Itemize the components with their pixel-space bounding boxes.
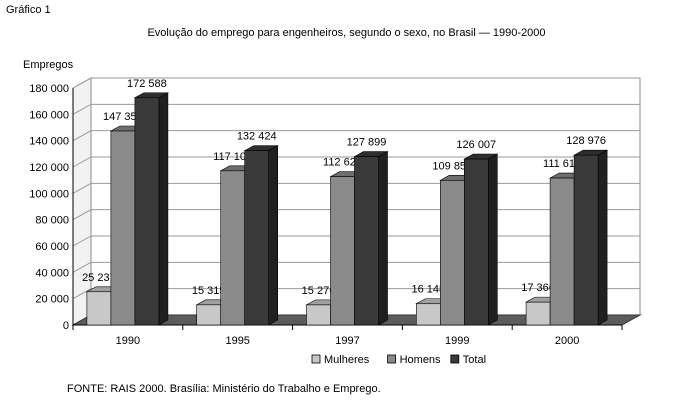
legend-label: Total <box>463 354 486 366</box>
data-label: 128 976 <box>566 135 606 147</box>
data-label: 25 237 <box>82 272 116 284</box>
y-tick-label: 80 000 <box>35 215 69 227</box>
data-label: 147 351 <box>103 111 143 123</box>
data-label: 111 610 <box>543 158 581 170</box>
x-tick-label: 1997 <box>335 335 359 347</box>
data-label: 127 899 <box>347 137 387 149</box>
x-tick-label: 1995 <box>225 335 249 347</box>
bar-side <box>378 151 388 326</box>
data-label: 17 366 <box>521 282 555 294</box>
legend-label: Mulheres <box>324 354 370 366</box>
bar-side <box>268 145 279 326</box>
bar <box>86 291 112 326</box>
gridline <box>72 103 640 115</box>
y-tick-label: 120 000 <box>29 162 69 174</box>
bar <box>244 150 269 326</box>
chart-title: Evolução do emprego para engenheiros, se… <box>147 27 546 39</box>
y-tick-label: 0 <box>63 320 69 332</box>
legend-swatch <box>387 354 397 364</box>
data-label: 15 315 <box>192 285 226 297</box>
bar-side <box>487 153 498 326</box>
x-tick-label: 2000 <box>555 335 579 347</box>
bar <box>463 158 489 326</box>
y-tick-label: 60 000 <box>35 241 69 253</box>
gridline <box>72 156 640 168</box>
bar <box>354 156 379 326</box>
bar <box>306 304 331 326</box>
bar-side <box>597 149 608 326</box>
data-label: 132 424 <box>237 131 277 143</box>
data-label: 16 148 <box>411 284 445 296</box>
data-label: 117 109 <box>213 151 252 163</box>
bar <box>549 177 575 326</box>
side-wall <box>72 77 92 326</box>
bar-side <box>158 92 169 326</box>
bar <box>415 303 441 326</box>
legend-label: Homens <box>400 354 441 366</box>
bar <box>134 97 160 326</box>
y-axis-title: Empregos <box>23 59 74 71</box>
source-note: FONTE: RAIS 2000. Brasília: Ministério d… <box>67 383 381 395</box>
data-label: 172 588 <box>127 78 167 90</box>
x-tick-label: 1999 <box>445 335 469 347</box>
legend-swatch <box>450 354 460 364</box>
bar <box>439 180 465 326</box>
data-label: 126 007 <box>456 139 496 151</box>
gridline <box>72 130 640 142</box>
bar <box>525 301 551 326</box>
data-label: 109 859 <box>432 160 472 172</box>
y-tick-label: 40 000 <box>35 267 69 279</box>
x-tick-label: 1990 <box>116 335 140 347</box>
y-tick-label: 20 000 <box>35 294 69 306</box>
data-label: 15 276 <box>302 285 336 297</box>
gridline <box>72 77 640 89</box>
bar <box>573 154 599 326</box>
bar <box>220 170 245 326</box>
y-tick-label: 160 000 <box>29 109 69 121</box>
data-label: 112 623 <box>323 157 362 169</box>
bar <box>110 130 136 326</box>
figure-label: Gráfico 1 <box>6 4 51 16</box>
y-tick-label: 140 000 <box>29 136 69 148</box>
bar <box>330 176 355 326</box>
y-tick-label: 100 000 <box>29 188 69 200</box>
legend-swatch <box>311 354 321 364</box>
bar <box>196 304 221 326</box>
y-tick-label: 180 000 <box>29 83 69 95</box>
